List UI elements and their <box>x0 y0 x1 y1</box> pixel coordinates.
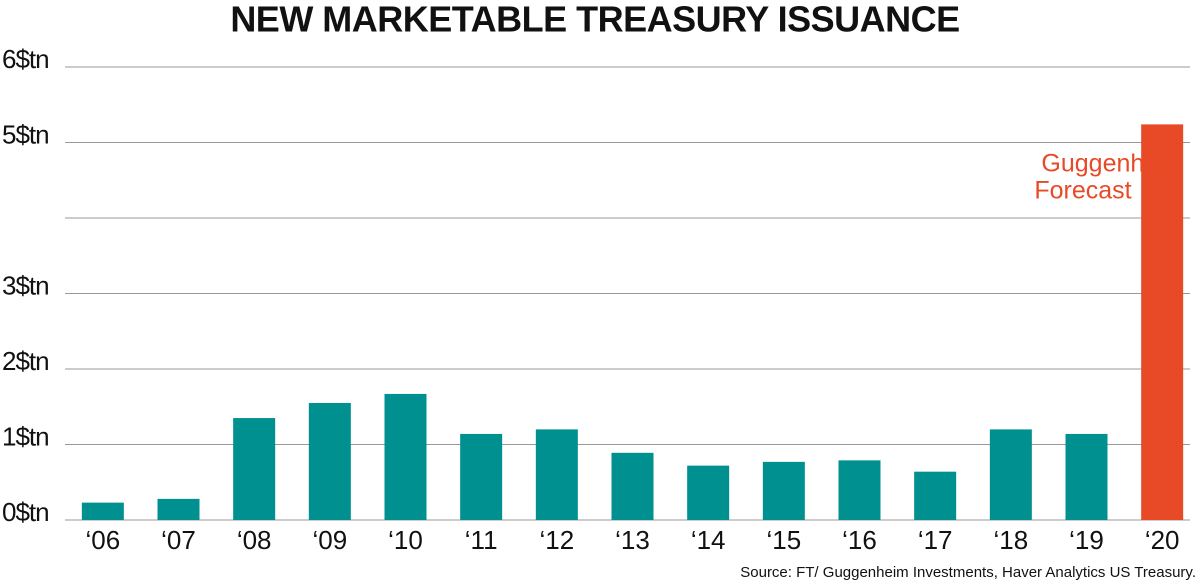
x-tick-label: ‘15 <box>766 525 801 555</box>
bar <box>233 418 276 520</box>
x-tick-label: ‘08 <box>237 525 272 555</box>
bar <box>81 502 124 520</box>
annotation: Guggenheim <box>1041 150 1184 178</box>
bar <box>611 452 654 520</box>
source-note: Source: FT/ Guggenheim Investments, Have… <box>740 564 1196 581</box>
bar <box>308 402 351 520</box>
x-tick-label: ‘18 <box>993 525 1028 555</box>
x-tick-label: ‘19 <box>1069 525 1104 555</box>
bar <box>762 461 805 520</box>
bar <box>384 393 427 520</box>
y-tick-label: 3$tn <box>2 270 49 300</box>
x-tick-label: ‘12 <box>539 525 574 555</box>
x-tick-label: ‘07 <box>161 525 196 555</box>
chart-title: NEW MARKETABLE TREASURY ISSUANCE <box>230 0 959 40</box>
x-tick-label: ‘17 <box>918 525 953 555</box>
bar <box>535 429 578 520</box>
x-tick-label: ‘06 <box>85 525 120 555</box>
bar <box>989 429 1032 520</box>
bar <box>460 433 503 520</box>
x-tick-label: ‘16 <box>842 525 877 555</box>
y-tick-label: 5$tn <box>2 119 49 149</box>
x-tick-label: ‘14 <box>691 525 726 555</box>
y-tick-label: 0$tn <box>2 497 49 527</box>
y-tick-label: 6$tn <box>2 44 49 74</box>
bar <box>914 471 957 520</box>
x-tick-label: ‘20 <box>1145 525 1180 555</box>
bar <box>1065 433 1108 520</box>
bar <box>838 460 881 520</box>
y-tick-label: 1$tn <box>2 421 49 451</box>
annotation: Forecast <box>1034 177 1131 205</box>
x-tick-label: ‘11 <box>465 525 498 555</box>
bar <box>157 498 200 520</box>
x-tick-label: ‘09 <box>312 525 347 555</box>
x-tick-label: ‘13 <box>615 525 650 555</box>
bar <box>1141 124 1184 520</box>
x-tick-label: ‘10 <box>388 525 423 555</box>
bar <box>687 465 730 520</box>
y-tick-label: 2$tn <box>2 346 49 376</box>
